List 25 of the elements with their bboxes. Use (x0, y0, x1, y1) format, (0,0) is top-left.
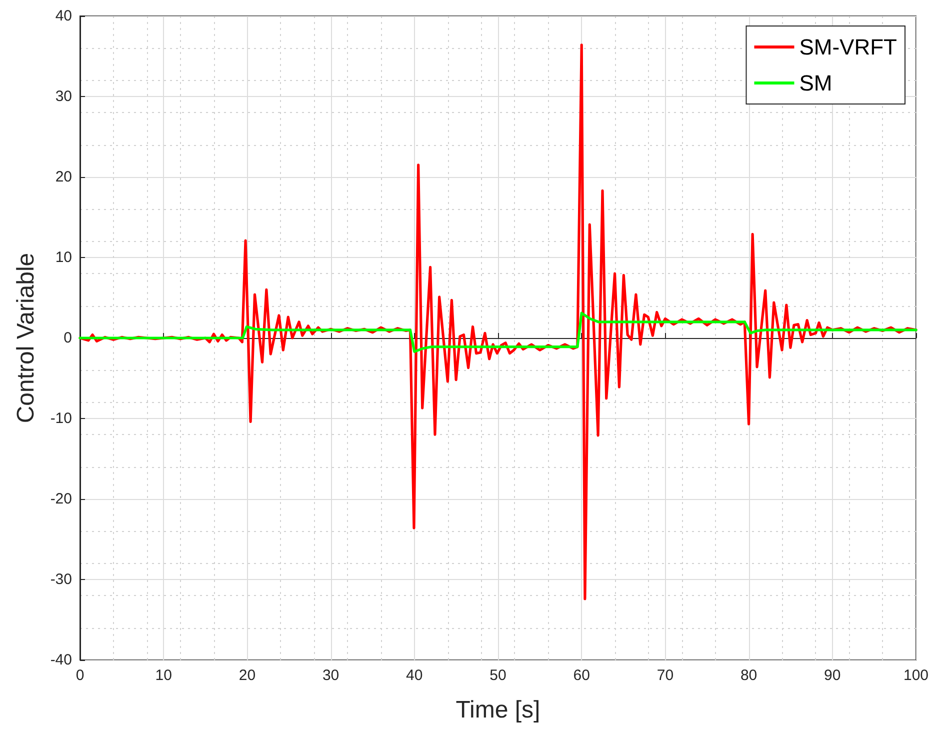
legend-label: SM (799, 70, 832, 96)
y-axis-title: Control Variable (12, 252, 40, 424)
x-axis-title: Time [s] (456, 696, 540, 724)
legend-label: SM-VRFT (799, 34, 897, 60)
y-tick-label: 20 (55, 168, 72, 186)
x-tick-label: 40 (406, 667, 423, 684)
x-tick-label: 50 (490, 667, 506, 684)
x-tick-label: 80 (740, 667, 758, 684)
x-tick-label: 90 (824, 667, 841, 684)
x-tick-label: 0 (76, 667, 84, 684)
x-tick-label: 60 (573, 667, 590, 684)
x-tick-label: 20 (238, 667, 256, 684)
y-tick-label: -20 (50, 490, 72, 508)
x-tick-label: 70 (656, 667, 674, 684)
x-tick-label: 100 (903, 667, 929, 684)
y-tick-label: -30 (50, 571, 72, 588)
y-tick-label: 0 (64, 330, 72, 346)
x-tick-label: 30 (322, 667, 340, 684)
y-tick-label: -40 (50, 652, 72, 668)
y-tick-label: 30 (55, 88, 72, 105)
y-tick-label: -10 (50, 410, 72, 427)
y-tick-label: 10 (55, 249, 72, 266)
line-series (78, 312, 918, 353)
y-tick-label: 40 (55, 8, 72, 24)
x-tick-label: 10 (155, 667, 172, 684)
